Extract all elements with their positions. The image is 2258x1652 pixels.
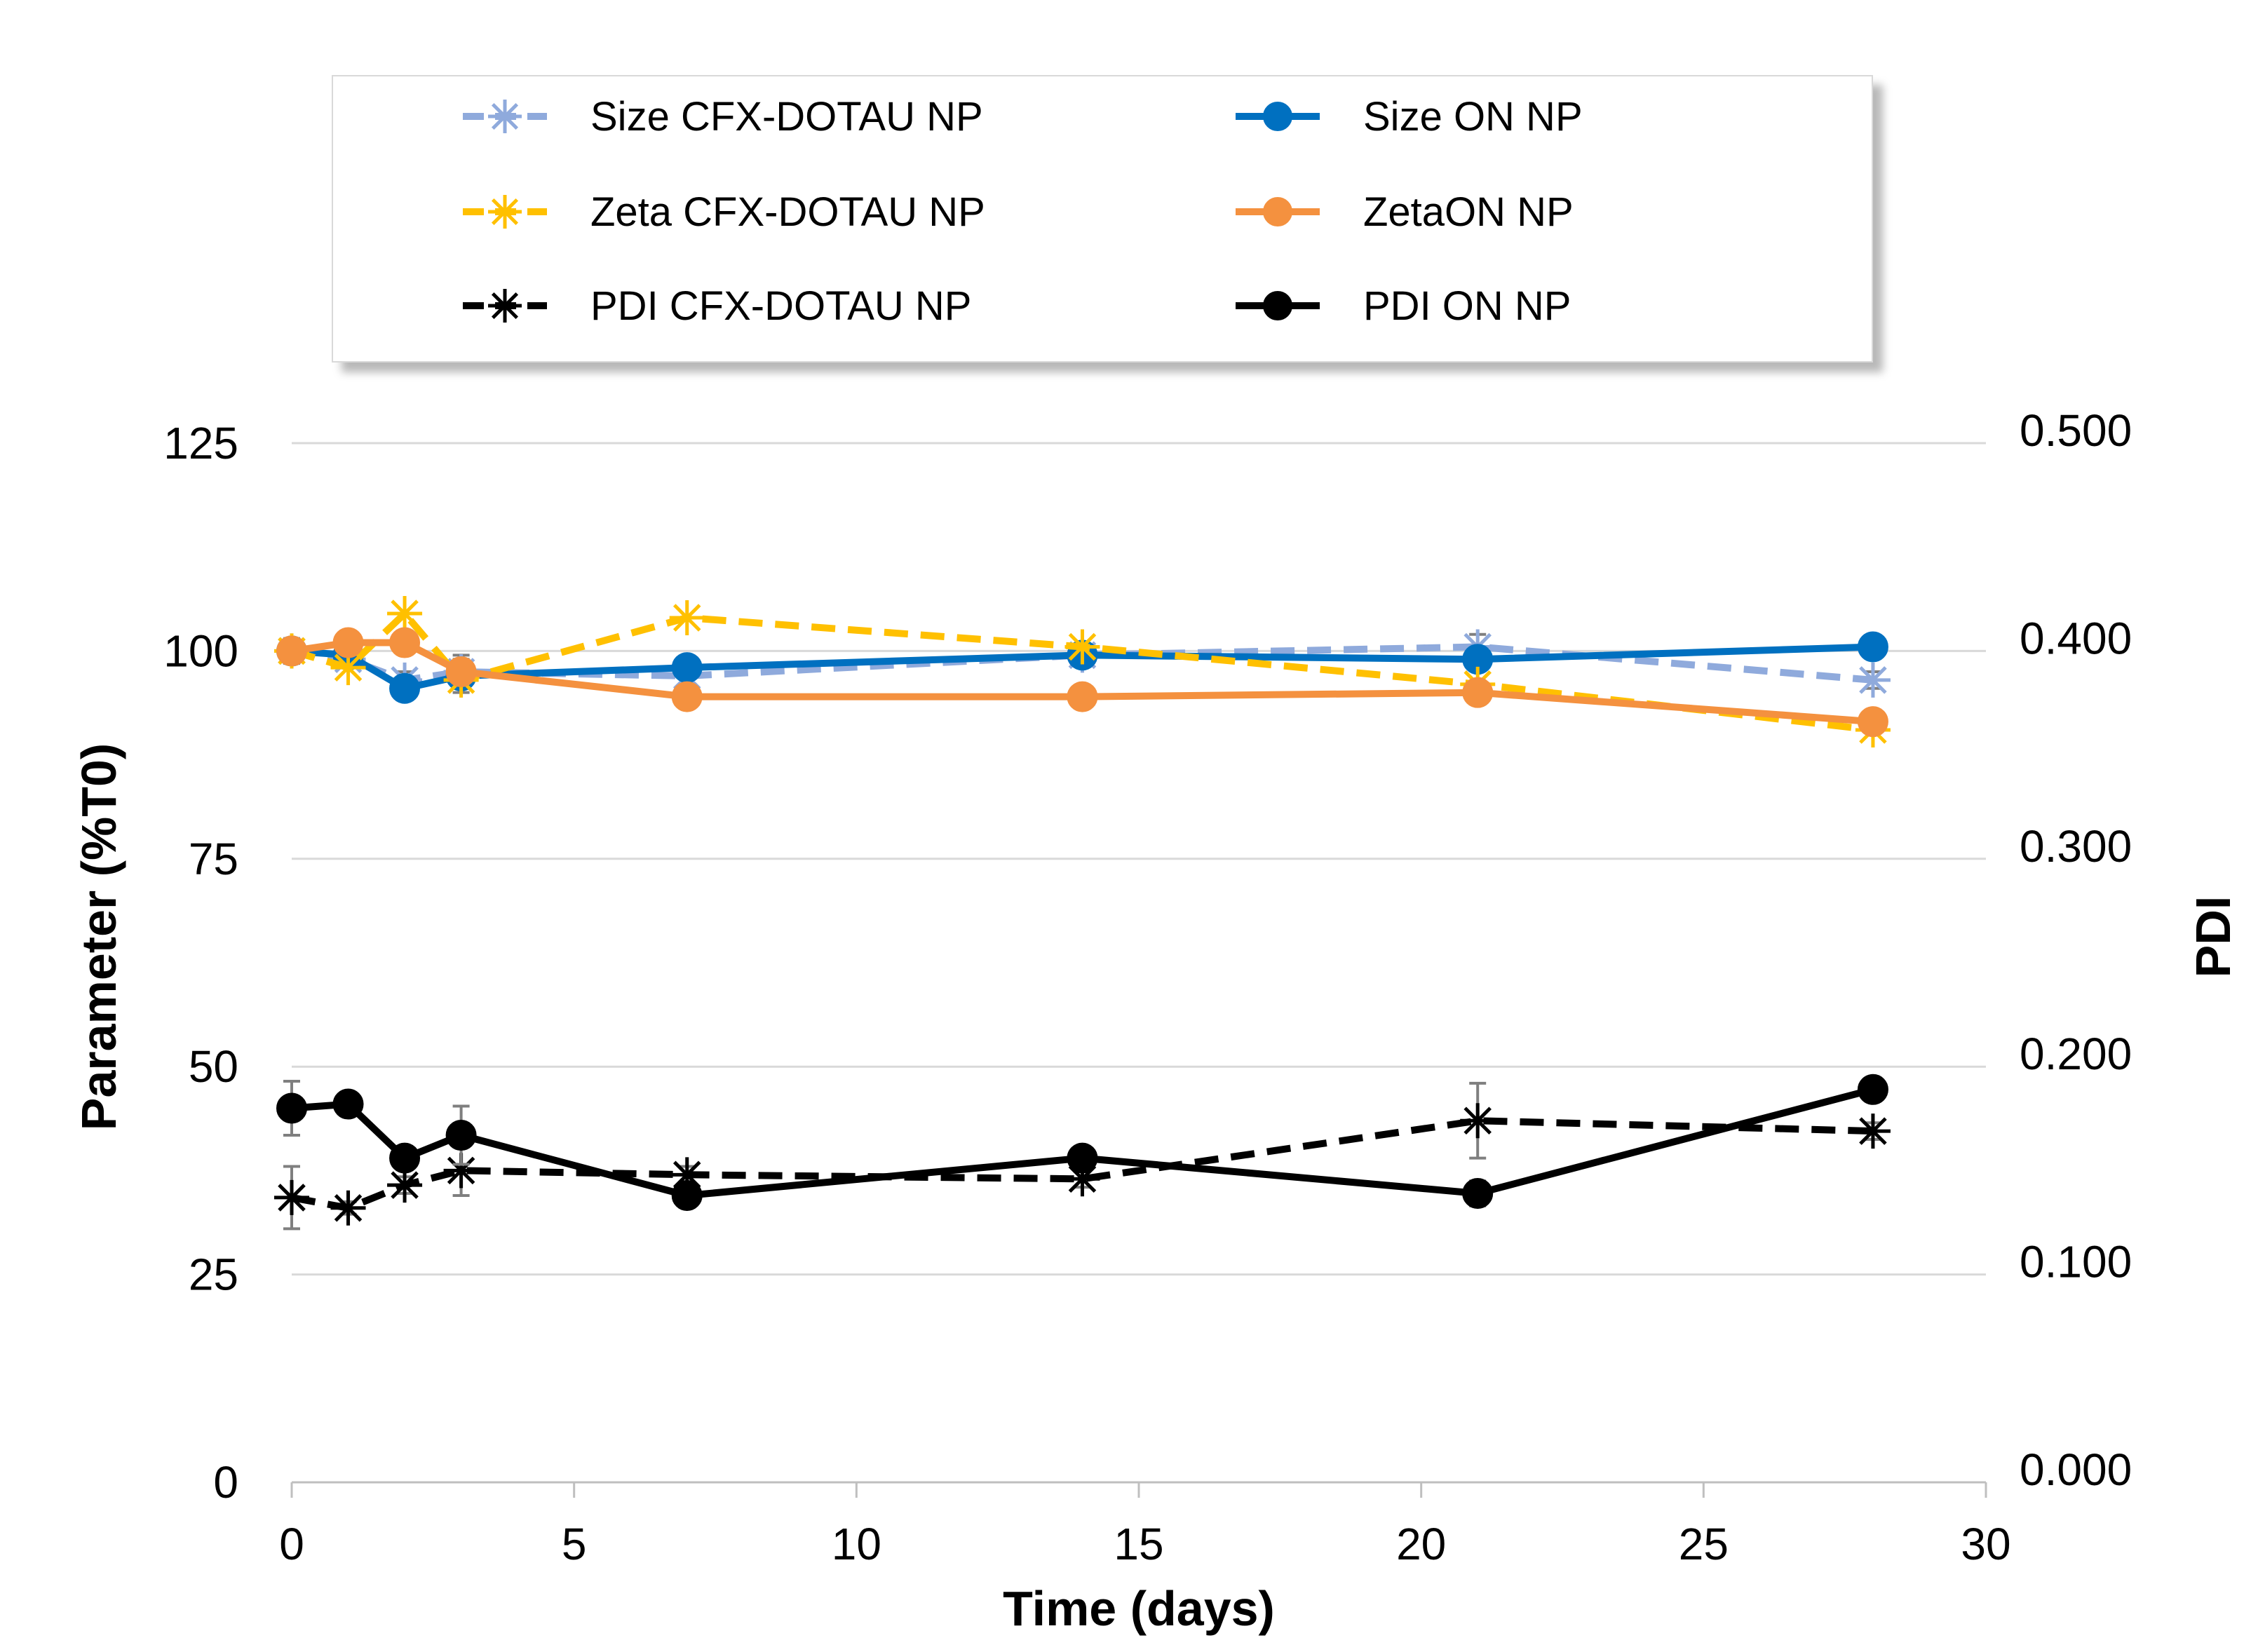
y-tick-label: 50: [189, 1041, 238, 1092]
marker-stroke: [334, 1193, 363, 1222]
marker-stroke: [391, 600, 419, 628]
legend: Size CFX-DOTAU NP Size ON NP Zeta CFX-DOTA…: [332, 75, 1873, 363]
data-point: [274, 1179, 309, 1215]
data-point: [669, 600, 705, 635]
data-point: [387, 596, 423, 632]
legend-label: PDI CFX-DOTAU NP: [590, 283, 972, 329]
series-pdi-on-np: [276, 1074, 1888, 1211]
legend-item: Zeta CFX-DOTAU NP: [463, 189, 985, 235]
y-tick-label: 125: [163, 418, 238, 468]
data-point: [1067, 1142, 1098, 1174]
legend-label: Size CFX-DOTAU NP: [590, 94, 983, 140]
data-point: [445, 1120, 477, 1151]
data-point: [488, 100, 522, 133]
data-point: [488, 195, 522, 229]
legend-item: PDI ON NP: [1236, 283, 1571, 329]
marker-stroke: [1859, 1117, 1887, 1145]
x-tick-label: 5: [562, 1519, 587, 1569]
data-point: [1064, 629, 1100, 665]
data-point: [1857, 706, 1888, 738]
data-point: [1067, 681, 1098, 712]
x-tick-label: 25: [1679, 1519, 1729, 1569]
marker-stroke: [672, 604, 701, 632]
data-point: [1855, 662, 1891, 698]
data-point: [1857, 631, 1888, 663]
data-point: [330, 1190, 366, 1226]
legend-label: Size ON NP: [1363, 94, 1583, 140]
x-tick-label: 0: [279, 1519, 304, 1569]
data-point: [488, 289, 522, 323]
x-tick-label: 15: [1114, 1519, 1163, 1569]
x-tick-label: 10: [832, 1519, 881, 1569]
legend-label: PDI ON NP: [1363, 283, 1571, 329]
marker-stroke: [278, 1184, 306, 1212]
y2-tick-label: 0.500: [2020, 405, 2132, 456]
series-line: [291, 1117, 1874, 1212]
axis-labels: Time (days) Parameter (%T0) PDI: [72, 743, 2240, 1636]
y2-tick-label: 0.400: [2020, 613, 2132, 663]
data-point: [443, 1153, 479, 1189]
marker-stroke: [1859, 666, 1887, 694]
legend-item: ZetaON NP: [1236, 189, 1574, 235]
data-point: [445, 656, 477, 688]
data-point: [389, 627, 421, 658]
series-pdi-cfx-dotau-np: [274, 1081, 1891, 1231]
data-point: [1462, 677, 1494, 708]
marker-stroke: [491, 198, 519, 226]
y2-axis-title: PDI: [2186, 896, 2240, 978]
data-point: [1263, 102, 1292, 131]
y2-tick-label: 0.200: [2020, 1029, 2132, 1079]
data-point: [1855, 1113, 1891, 1149]
data-point: [1462, 1178, 1494, 1210]
data-point: [332, 1088, 364, 1120]
data-point: [332, 627, 364, 658]
y-axis-title: Parameter (%T0): [72, 743, 126, 1130]
x-tick-label: 20: [1396, 1519, 1446, 1569]
marker-stroke: [491, 292, 519, 320]
x-axis-title: Time (days): [1003, 1581, 1275, 1636]
x-tick-label: 30: [1961, 1519, 2010, 1569]
legend-item: Size ON NP: [1236, 94, 1583, 140]
marker-stroke: [334, 654, 363, 682]
marker-stroke: [491, 102, 519, 130]
marker-stroke: [1463, 1106, 1492, 1135]
y2-tick-label: 0.300: [2020, 821, 2132, 872]
marker-stroke: [447, 1156, 475, 1185]
data-point: [1857, 1074, 1888, 1105]
y-tick-label: 100: [163, 625, 238, 676]
data-point: [671, 652, 703, 684]
legend-label: Zeta CFX-DOTAU NP: [590, 189, 985, 235]
legend-item: Size CFX-DOTAU NP: [463, 94, 983, 140]
legend-box: [332, 75, 1873, 363]
marker-stroke: [1068, 632, 1097, 661]
axes: 02550751001250.0000.1000.2000.3000.4000.…: [163, 405, 2132, 1569]
y2-tick-label: 0.100: [2020, 1237, 2132, 1287]
plot-area: [274, 596, 1891, 1231]
marker-stroke: [391, 1171, 419, 1199]
series-line: [290, 610, 1874, 733]
gridlines: [292, 442, 1986, 1276]
data-point: [1460, 1103, 1496, 1139]
y2-tick-label: 0.000: [2020, 1444, 2132, 1495]
data-point: [671, 1179, 703, 1211]
legend-label: ZetaON NP: [1363, 189, 1574, 235]
data-point: [1263, 197, 1292, 226]
y-tick-label: 25: [189, 1250, 238, 1300]
data-point: [389, 1142, 421, 1174]
legend-item: PDI CFX-DOTAU NP: [463, 283, 972, 329]
data-point: [276, 635, 307, 667]
y-tick-label: 75: [189, 834, 238, 884]
data-point: [389, 672, 421, 704]
series-zetaon-np: [276, 627, 1888, 738]
data-point: [1263, 291, 1292, 320]
data-point: [276, 1092, 307, 1124]
y-tick-label: 0: [213, 1457, 238, 1508]
data-point: [671, 681, 703, 712]
